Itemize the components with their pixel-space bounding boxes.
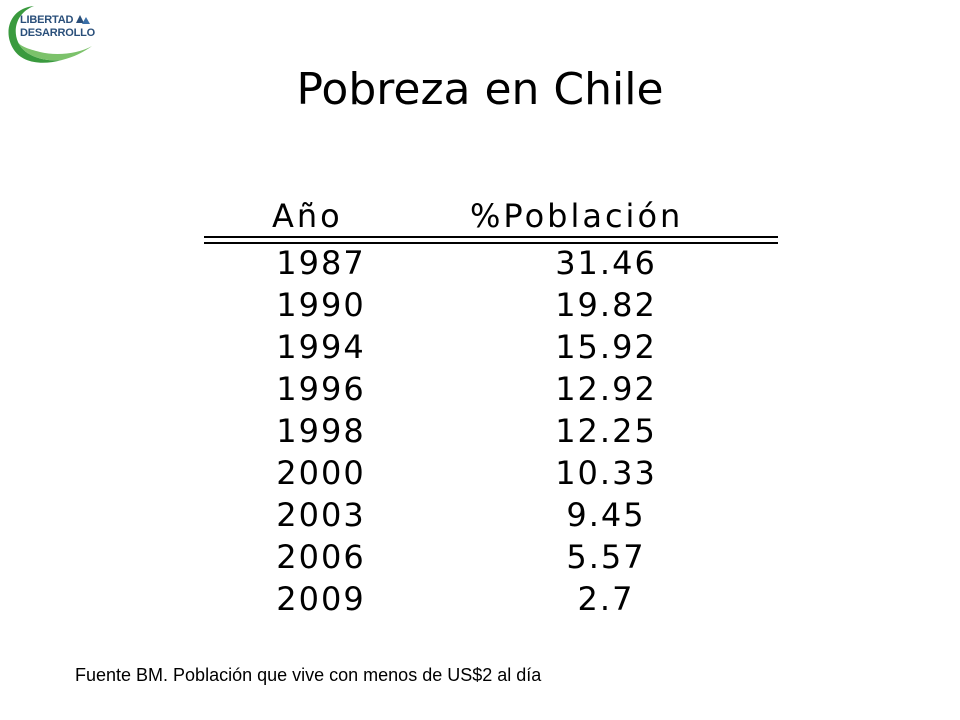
cell-population-percent: 10.33 xyxy=(555,454,657,492)
table-row: 2006 5.57 xyxy=(204,536,778,578)
cell-year: 1998 xyxy=(276,412,366,450)
cell-population-percent: 12.92 xyxy=(555,370,657,408)
cell-year: 2000 xyxy=(276,454,366,492)
table-row: 2009 2.7 xyxy=(204,578,778,620)
column-header-year: Año xyxy=(272,197,343,235)
libertad-desarrollo-logo: LIBERTAD DESARROLLO xyxy=(4,2,96,66)
logo-swoosh-icon xyxy=(8,6,92,63)
cell-population-percent: 15.92 xyxy=(555,328,657,366)
cell-population-percent: 2.7 xyxy=(577,580,635,618)
table-row: 1987 31.46 xyxy=(204,242,778,284)
cell-year: 2009 xyxy=(276,580,366,618)
slide-title: Pobreza en Chile xyxy=(296,64,664,115)
cell-year: 2003 xyxy=(276,496,366,534)
cell-year: 2006 xyxy=(276,538,366,576)
table-row: 2000 10.33 xyxy=(204,452,778,494)
logo-text-line2: DESARROLLO xyxy=(20,27,96,39)
cell-year: 1994 xyxy=(276,328,366,366)
cell-population-percent: 5.57 xyxy=(566,538,646,576)
table-row: 2003 9.45 xyxy=(204,494,778,536)
table-row: 1998 12.25 xyxy=(204,410,778,452)
cell-population-percent: 31.46 xyxy=(555,244,657,282)
table-header: Año %Población xyxy=(204,190,778,238)
column-header-population: %Población xyxy=(470,197,684,235)
cell-population-percent: 9.45 xyxy=(566,496,646,534)
logo-triangle-icon xyxy=(76,15,90,24)
cell-population-percent: 12.25 xyxy=(555,412,657,450)
table-row: 1994 15.92 xyxy=(204,326,778,368)
table-row: 1996 12.92 xyxy=(204,368,778,410)
cell-year: 1996 xyxy=(276,370,366,408)
logo-text-line1: LIBERTAD xyxy=(20,14,74,26)
poverty-table: Año %Población 1987 31.46 1990 19.82 1994 15.… xyxy=(204,190,778,618)
table-row: 1990 19.82 xyxy=(204,284,778,326)
header-rule-bottom xyxy=(204,242,778,244)
table-body: 1987 31.46 1990 19.82 1994 15.92 1996 12.92 1998… xyxy=(204,242,778,620)
source-footnote: Fuente BM. Población que vive con menos … xyxy=(75,665,542,685)
cell-year: 1987 xyxy=(276,244,366,282)
cell-population-percent: 19.82 xyxy=(555,286,657,324)
cell-year: 1990 xyxy=(276,286,366,324)
header-rule-top xyxy=(204,236,778,238)
